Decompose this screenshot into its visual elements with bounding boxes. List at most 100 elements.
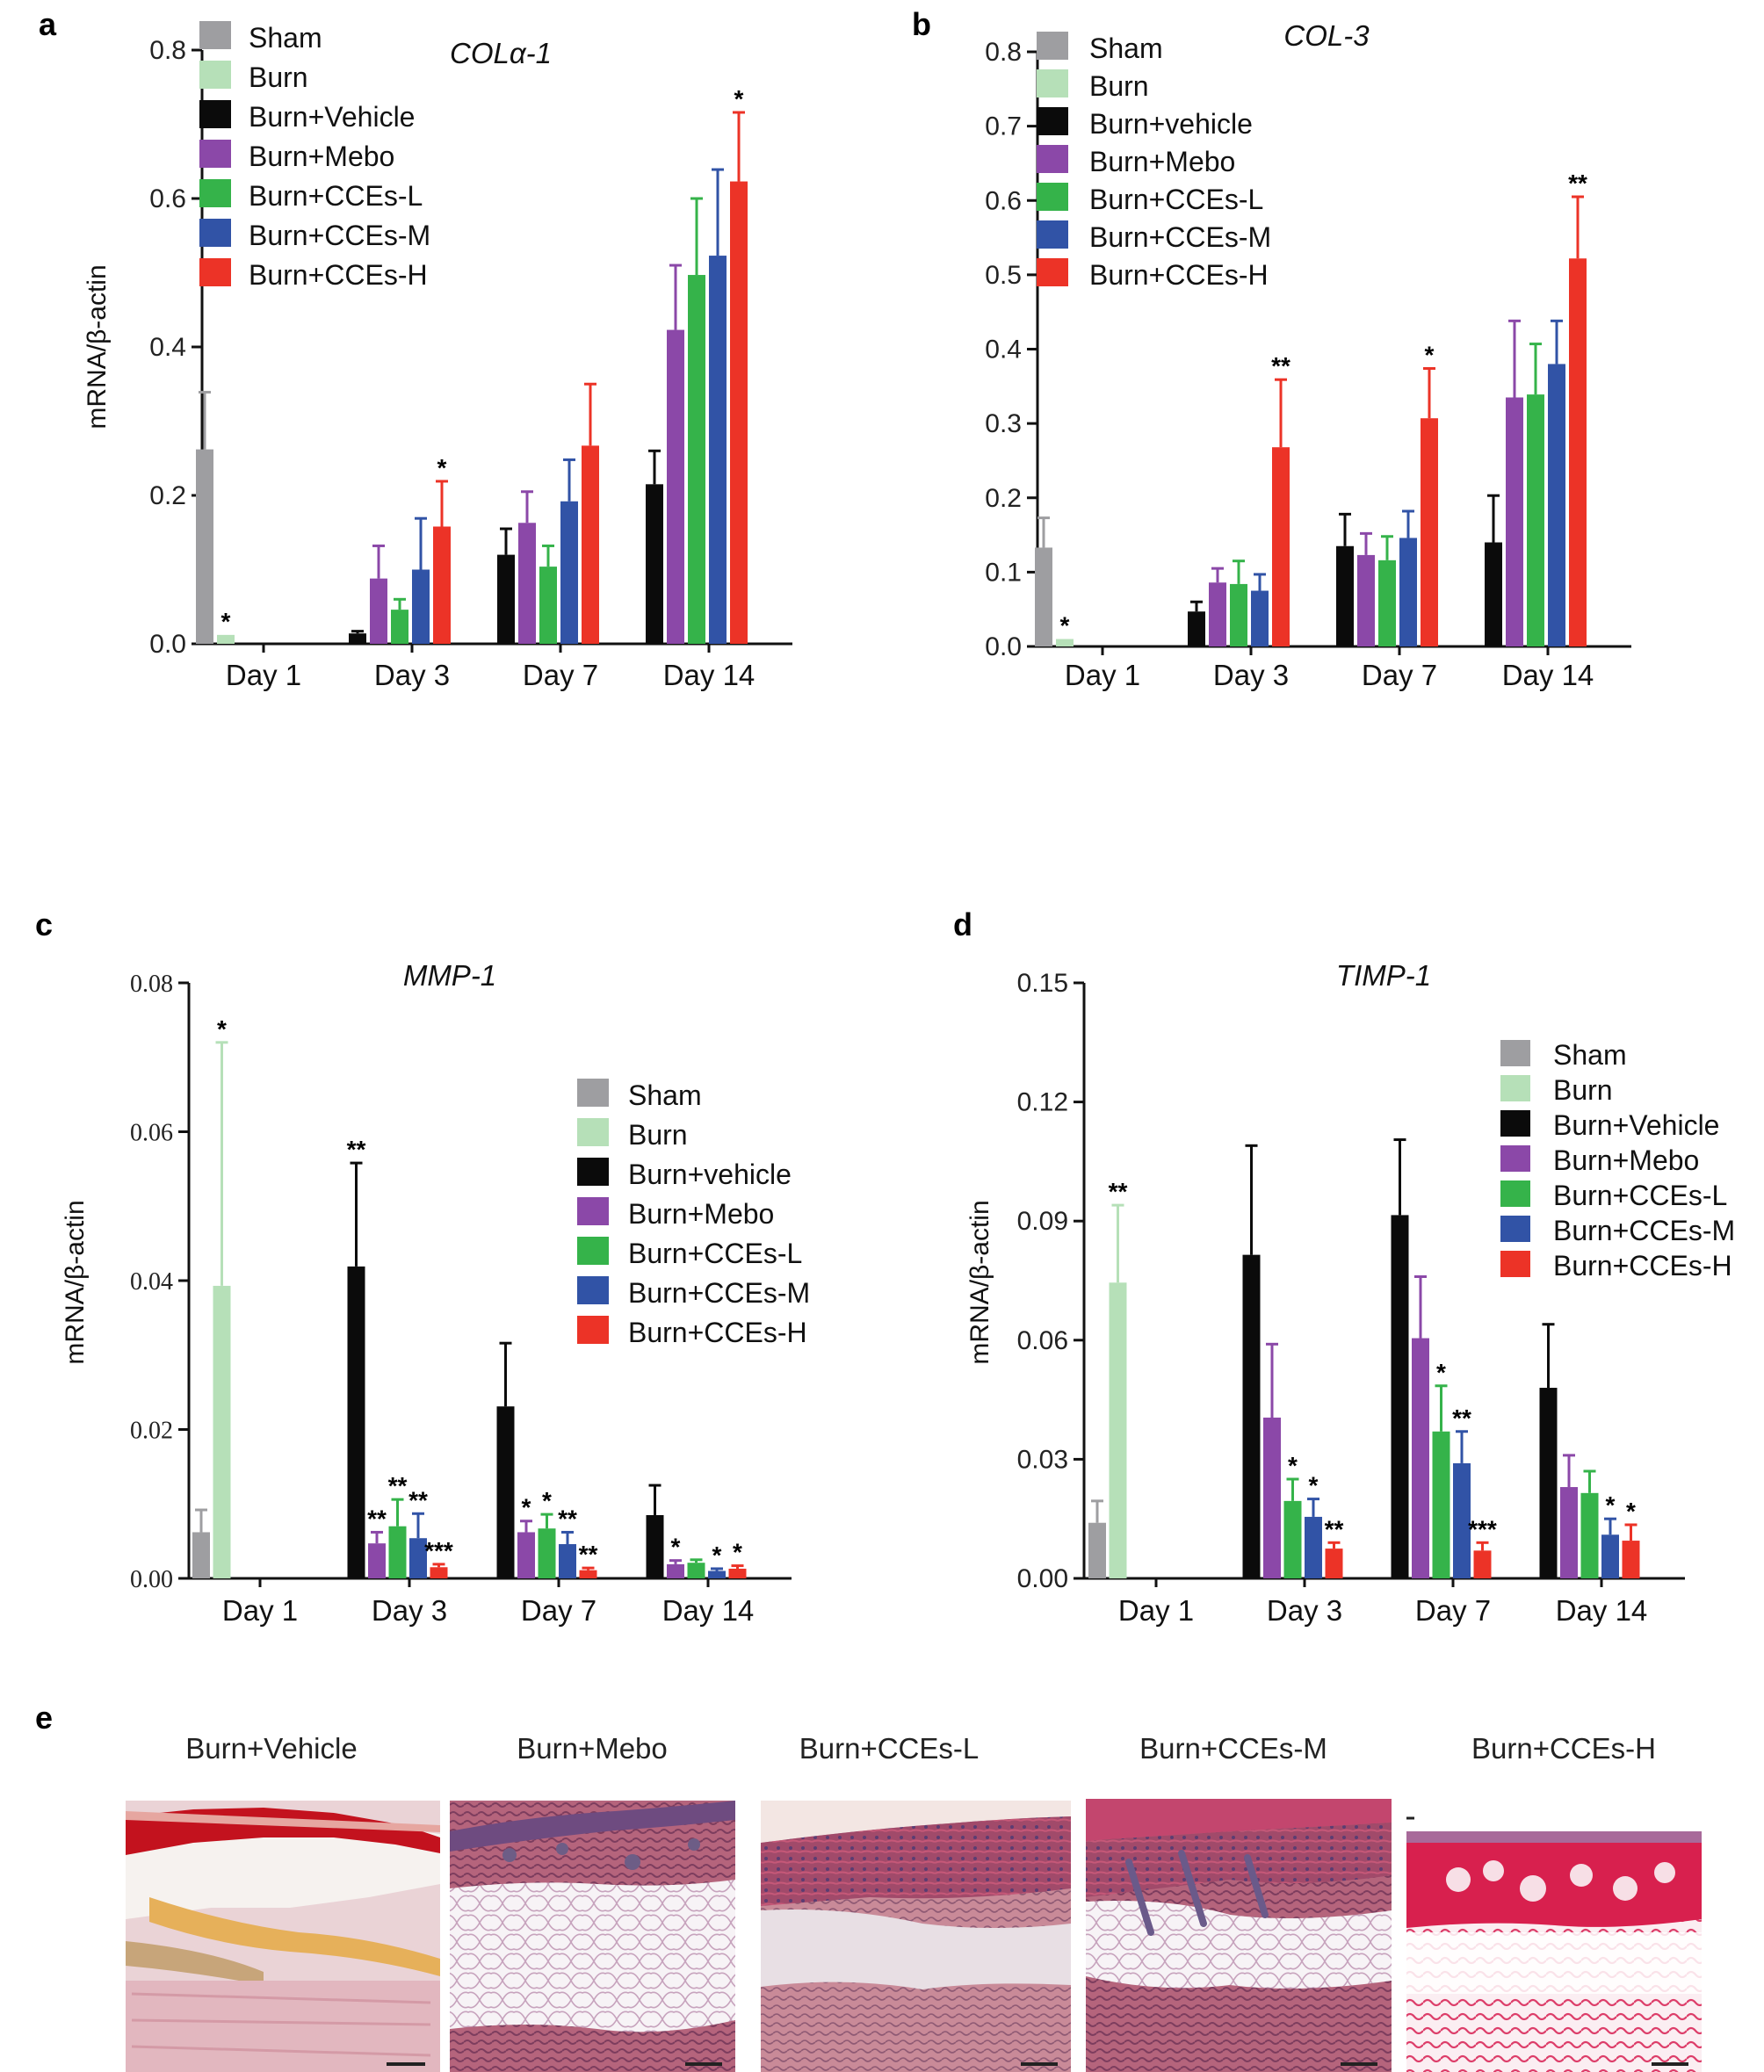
x-tick-label-day-3: Day 3: [1213, 659, 1289, 691]
bar-burn-cces-m-day-14: [708, 1570, 726, 1578]
significance-marker: *: [522, 1494, 531, 1521]
legend-swatch-sham: [1037, 32, 1068, 60]
legend-swatch-burn-cces-m: [577, 1276, 609, 1304]
legend-swatch-burn: [1037, 69, 1068, 97]
legend-swatch-burn-cces-h: [1500, 1251, 1530, 1277]
significance-marker: **: [408, 1486, 428, 1513]
legend-swatch-sham: [577, 1079, 609, 1107]
histology-image-mebo: [450, 1801, 735, 2072]
legend-swatch-sham: [199, 21, 231, 49]
bar-burn-day-1: [1109, 1282, 1127, 1578]
bar-burn-cces-l-day-14: [688, 275, 705, 644]
legend-label-sham: Sham: [249, 22, 322, 54]
significance-marker: *: [221, 608, 231, 635]
legend-swatch-burn-cces-h: [1037, 258, 1068, 286]
x-tick-label-day-1: Day 1: [222, 1594, 298, 1627]
chart-panel-d: d 0.00 0.03 0.06 0.09 0.12 0.15 Day 1 Day 3 Day 7…: [953, 906, 1735, 1627]
bar-burn-cces-l-day-3: [391, 610, 408, 644]
y-tick-label: 0.8: [985, 38, 1022, 67]
significance-marker: *: [1425, 342, 1435, 369]
legend-swatch-burn-cces-h: [577, 1316, 609, 1344]
legend-label-burn-mebo: Burn+Mebo: [628, 1198, 774, 1230]
histology-panel-e: e Burn+Vehicle Burn+Mebo Burn+CCEs-L Bur…: [35, 1700, 1702, 2072]
bar-burn-mebo-day-3: [370, 578, 387, 644]
histology-image-cces-h: [1406, 1816, 1702, 2072]
legend-label-burn-vehicle: Burn+Vehicle: [1553, 1109, 1719, 1141]
histology-title-3: Burn+CCEs-L: [799, 1732, 980, 1765]
legend-label-burn-vehicle: Burn+Vehicle: [249, 101, 415, 133]
significance-marker: *: [1606, 1491, 1616, 1519]
bar-burn-mebo-day-3: [1263, 1417, 1281, 1578]
bar-burn-vehicle-day-14: [646, 484, 663, 644]
bar-burn-cces-l-day-14: [1580, 1492, 1599, 1578]
bar-burn-mebo-day-7: [518, 523, 536, 644]
chart-title: COL-3: [1283, 19, 1370, 52]
significance-marker: **: [1325, 1515, 1344, 1542]
significance-marker: ***: [1468, 1515, 1497, 1542]
legend-label-burn-cces-l: Burn+CCEs-L: [1089, 184, 1263, 215]
bar-burn-cces-h-day-3: [1272, 447, 1290, 646]
x-tick-label-day-1: Day 1: [1118, 1594, 1194, 1627]
bar-burn-cces-l-day-3: [1230, 583, 1247, 646]
y-axis-label: mRNA/β-actin: [83, 264, 112, 429]
legend-label-burn-vehicle: Burn+vehicle: [628, 1159, 792, 1190]
panel-label-e: e: [35, 1700, 53, 1736]
legend-label-burn-mebo: Burn+Mebo: [249, 141, 394, 172]
legend-label-burn: Burn: [1089, 70, 1149, 102]
y-tick-label: 0.09: [1017, 1207, 1068, 1236]
legend-swatch-burn: [1500, 1075, 1530, 1101]
y-tick-label: 0.5: [985, 261, 1022, 290]
chart-panel-b: b 0.0 0.1 0.2 0.3 0.4 0.5 0.6 0.7 0.8 Day 1 Day 3 Da…: [912, 6, 1631, 691]
bar-burn-day-1: [1056, 639, 1074, 646]
significance-marker: *: [712, 1541, 722, 1569]
histology-image-cces-m: [1086, 1799, 1392, 2072]
histology-image-vehicle: [126, 1801, 440, 2072]
significance-marker: **: [367, 1505, 387, 1532]
histology-title-1: Burn+Vehicle: [185, 1732, 357, 1765]
bar-sham-day-1: [1035, 547, 1052, 646]
legend-label-burn-cces-l: Burn+CCEs-L: [1553, 1180, 1727, 1211]
y-tick-label: 0.15: [1017, 969, 1068, 998]
bar-burn-cces-l-day-3: [388, 1526, 407, 1578]
legend-swatch-burn-mebo: [1500, 1145, 1530, 1172]
legend-swatch-burn-mebo: [199, 140, 231, 168]
significance-marker: *: [217, 1015, 227, 1043]
significance-marker: **: [1271, 352, 1290, 379]
bar-burn-mebo-day-14: [667, 329, 684, 644]
x-tick-label-day-7: Day 7: [1415, 1594, 1491, 1627]
legend-swatch-burn: [577, 1118, 609, 1146]
panel-label-a: a: [39, 6, 57, 42]
bar-burn-cces-h-day-14: [1569, 258, 1587, 646]
bar-burn-mebo-day-3: [1209, 582, 1226, 646]
legend-label-burn-cces-m: Burn+CCEs-M: [1089, 221, 1271, 253]
bar-burn-cces-l-day-7: [1432, 1431, 1450, 1578]
y-tick-label: 0.7: [985, 112, 1022, 141]
panel-label-c: c: [35, 906, 53, 942]
bar-burn-day-1: [217, 634, 235, 644]
legend-swatch-burn-cces-l: [1037, 183, 1068, 211]
y-tick-label: 0.02: [130, 1418, 173, 1445]
x-tick-label-day-3: Day 3: [1267, 1594, 1342, 1627]
y-axis-label: mRNA/β-actin: [965, 1200, 994, 1364]
significance-marker: *: [671, 1534, 681, 1561]
bar-burn-vehicle-day-3: [1188, 611, 1205, 646]
legend-swatch-burn-cces-l: [1500, 1180, 1530, 1207]
legend-label-burn-cces-h: Burn+CCEs-H: [1553, 1250, 1732, 1281]
x-tick-label-day-7: Day 7: [521, 1594, 596, 1627]
bar-burn-vehicle-day-3: [1242, 1254, 1261, 1578]
panel-label-b: b: [912, 6, 931, 42]
y-tick-label: 0.06: [1017, 1326, 1068, 1355]
x-tick-label-day-14: Day 14: [663, 659, 755, 691]
significance-marker: **: [1109, 1178, 1128, 1205]
significance-marker: *: [1288, 1452, 1298, 1479]
bar-burn-vehicle-day-3: [347, 1266, 365, 1578]
bar-burn-cces-h-day-7: [1421, 418, 1438, 646]
panel-label-d: d: [953, 906, 972, 942]
legend-label-burn-cces-h: Burn+CCEs-H: [628, 1317, 807, 1348]
bar-burn-cces-m-day-14: [1548, 364, 1565, 646]
bar-burn-mebo-day-7: [517, 1532, 535, 1578]
significance-marker: **: [1452, 1404, 1471, 1432]
bar-burn-cces-h-day-7: [1473, 1550, 1492, 1578]
bar-burn-cces-h-day-14: [730, 181, 748, 644]
